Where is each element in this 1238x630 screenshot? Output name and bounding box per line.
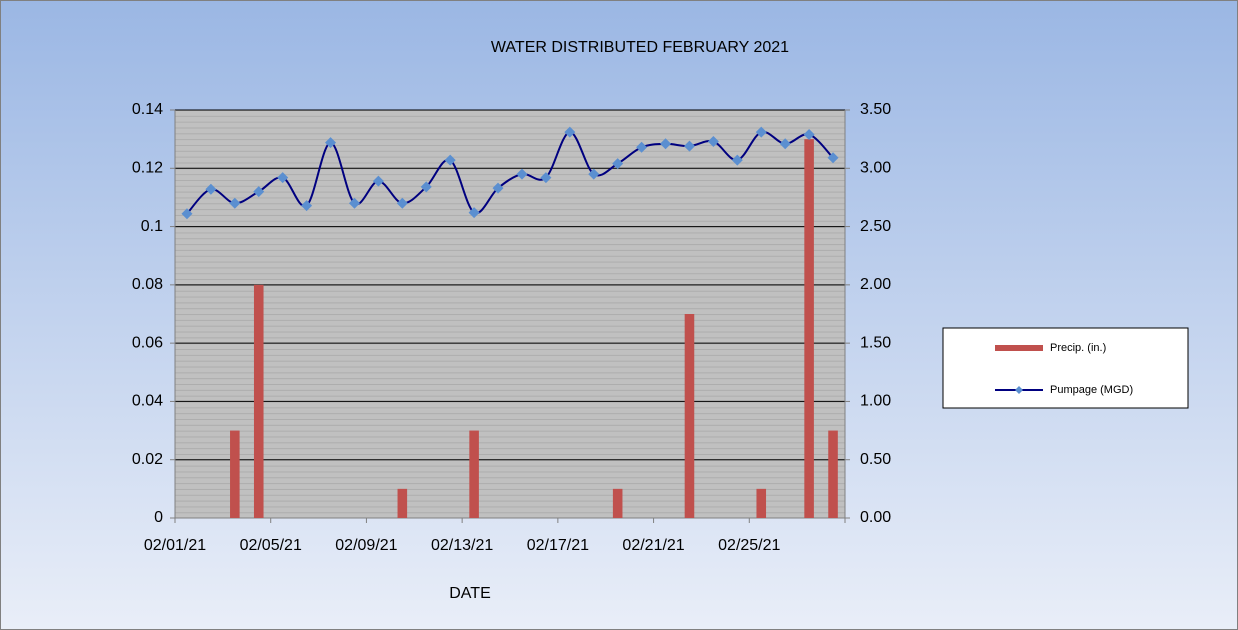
y-tick-label: 0.02 xyxy=(132,451,163,468)
legend-label: Pumpage (MGD) xyxy=(1050,384,1133,396)
marker xyxy=(827,152,839,164)
marker xyxy=(660,138,672,150)
marker xyxy=(205,183,217,195)
legend-box xyxy=(942,327,1189,409)
bar xyxy=(684,314,695,518)
legend-label: Precip. (in.) xyxy=(1050,342,1106,354)
marker xyxy=(492,182,504,194)
marker xyxy=(468,207,480,219)
x-tick-label: 02/17/21 xyxy=(527,537,589,554)
marker xyxy=(588,168,600,180)
marker xyxy=(277,172,289,184)
x-tick-label: 02/25/21 xyxy=(718,537,780,554)
marker xyxy=(325,137,337,149)
marker xyxy=(372,175,384,187)
x-tick-label: 02/09/21 xyxy=(335,537,397,554)
marker xyxy=(803,128,815,140)
marker xyxy=(516,168,528,180)
marker xyxy=(540,172,552,184)
bar xyxy=(397,488,408,518)
y2-tick-label: 3.00 xyxy=(860,160,891,177)
legend-swatch xyxy=(995,345,1043,351)
x-tick-label: 02/01/21 xyxy=(144,537,206,554)
plot-area xyxy=(175,110,845,518)
marker xyxy=(301,200,313,212)
y-tick-label: 0.04 xyxy=(132,393,163,410)
y2-tick-label: 1.50 xyxy=(860,334,891,351)
marker xyxy=(564,126,576,138)
marker xyxy=(420,181,432,193)
marker xyxy=(181,208,193,220)
marker xyxy=(707,135,719,147)
legend-marker xyxy=(1015,386,1023,394)
bar xyxy=(828,430,838,518)
y-tick-label: 0.1 xyxy=(141,218,163,235)
marker xyxy=(636,141,648,153)
y2-tick-label: 1.00 xyxy=(860,393,891,410)
y-tick-label: 0.14 xyxy=(132,101,163,118)
y-tick-label: 0 xyxy=(154,509,163,526)
y-tick-label: 0.12 xyxy=(132,160,163,177)
x-axis-title: DATE xyxy=(449,585,490,602)
bar xyxy=(230,430,240,518)
marker xyxy=(779,138,791,150)
y2-tick-label: 2.50 xyxy=(860,218,891,235)
y2-tick-label: 3.50 xyxy=(860,101,891,118)
bar xyxy=(253,284,264,518)
bar xyxy=(469,430,479,518)
marker xyxy=(444,154,456,166)
bar xyxy=(612,488,623,518)
chart-title: WATER DISTRIBUTED FEBRUARY 2021 xyxy=(491,39,789,56)
marker xyxy=(612,158,624,170)
marker xyxy=(348,197,360,209)
y2-tick-label: 2.00 xyxy=(860,276,891,293)
y-tick-label: 0.06 xyxy=(132,334,163,351)
line xyxy=(186,130,834,215)
marker xyxy=(755,126,767,138)
marker xyxy=(253,186,265,198)
x-tick-label: 02/21/21 xyxy=(622,537,684,554)
legend: Precip. (in.) Pumpage (MGD) xyxy=(942,327,1189,409)
y-tick-label: 0.08 xyxy=(132,276,163,293)
x-tick-label: 02/13/21 xyxy=(431,537,493,554)
marker xyxy=(229,197,241,209)
marker xyxy=(731,154,743,166)
y2-tick-label: 0.00 xyxy=(860,509,891,526)
bar xyxy=(756,488,767,518)
marker xyxy=(683,140,695,152)
bar xyxy=(804,139,814,518)
x-tick-label: 02/05/21 xyxy=(240,537,302,554)
y2-tick-label: 0.50 xyxy=(860,451,891,468)
marker xyxy=(396,197,408,209)
